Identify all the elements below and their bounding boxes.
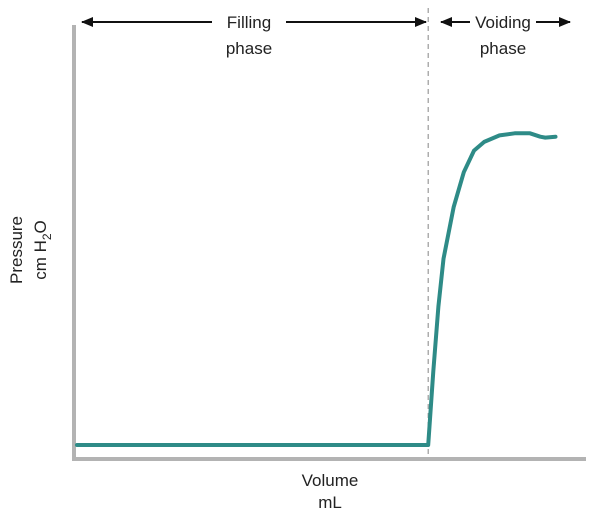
y-axis-label-line1: Pressure [7, 216, 26, 284]
y-axis-unit-suffix: O [31, 220, 50, 233]
voiding-phase-label-line2: phase [480, 39, 526, 58]
filling-phase-label-line1: Filling [227, 13, 271, 32]
y-axis-unit-subscript: 2 [40, 233, 54, 240]
voiding-phase-label-line1: Voiding [475, 13, 531, 32]
y-axis-label-line2: cm H2O [31, 220, 54, 280]
y-axis-unit-prefix: cm H [31, 240, 50, 280]
filling-phase-label-line2: phase [226, 39, 272, 58]
x-axis-label-line1: Volume [302, 471, 359, 490]
x-axis-label-line2: mL [318, 493, 342, 512]
pressure-curve [75, 131, 558, 447]
